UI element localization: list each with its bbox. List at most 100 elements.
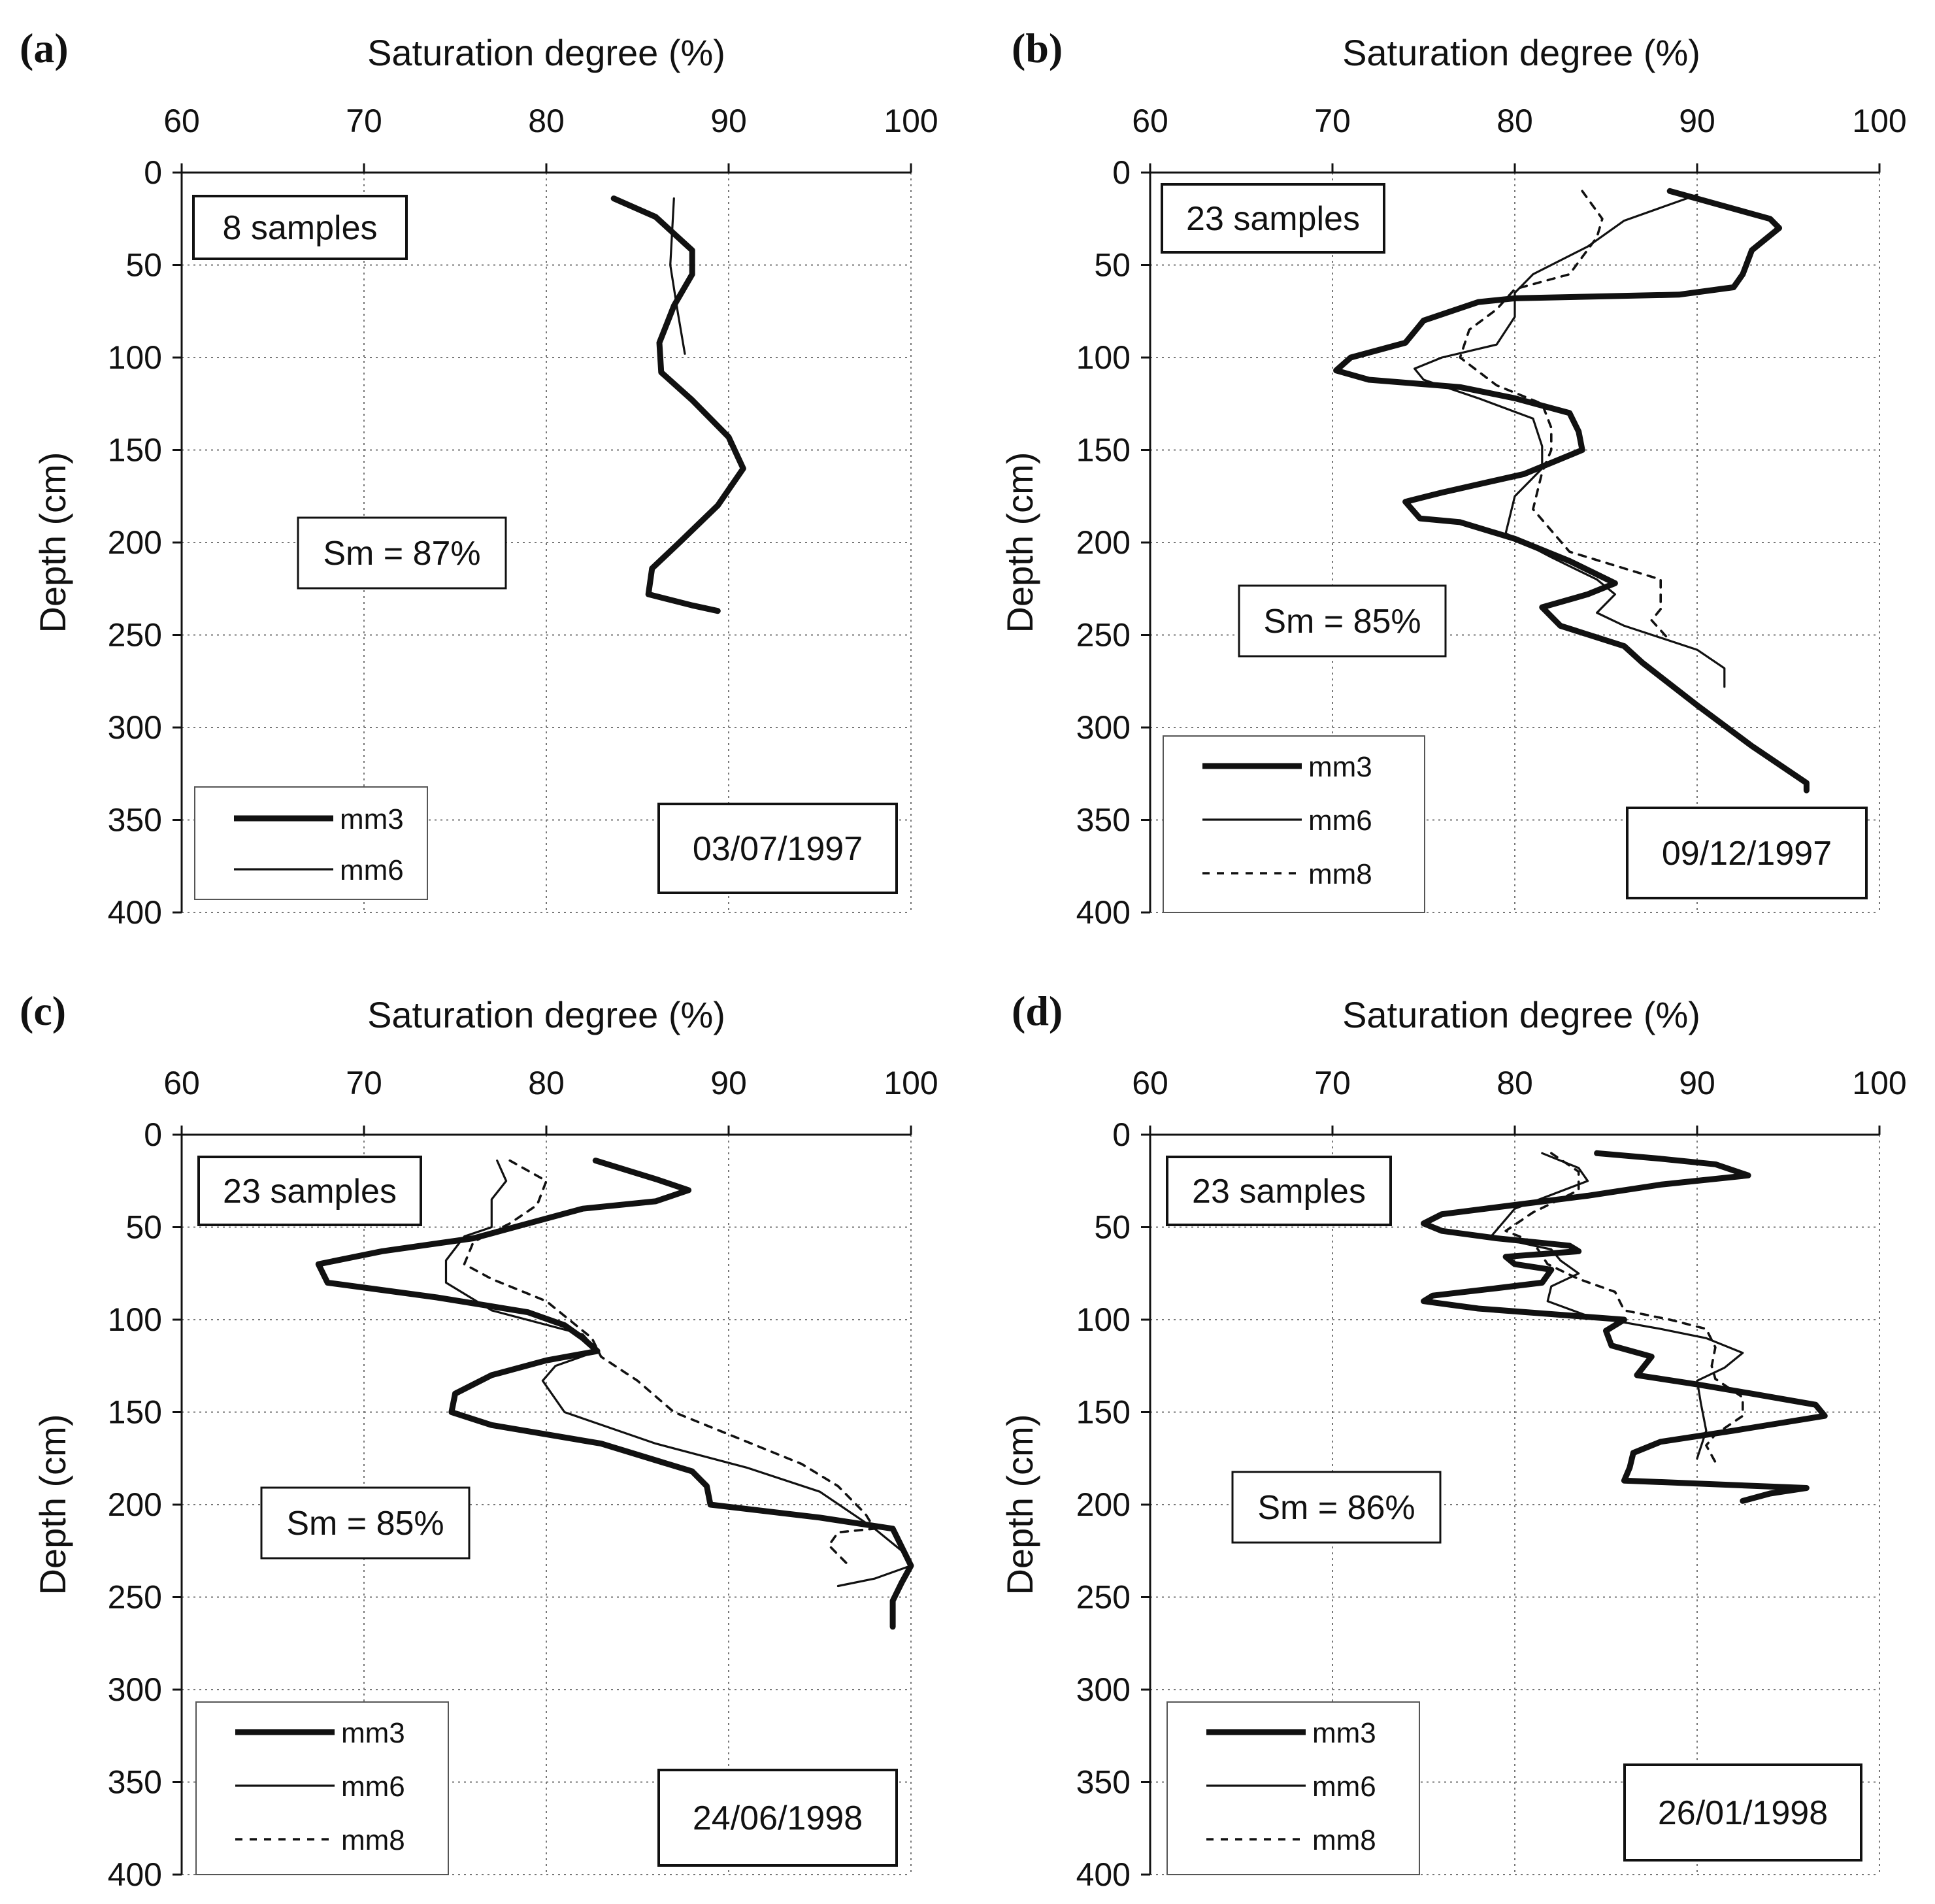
x-tick-label: 60: [1132, 1065, 1168, 1101]
x-tick-label: 90: [710, 103, 747, 139]
y-tick-label: 300: [1076, 1671, 1131, 1708]
date-box-frame: [1626, 807, 1868, 899]
mean-saturation-box: Sm = 86%: [1231, 1471, 1442, 1544]
y-tick-label: 100: [1076, 1301, 1131, 1338]
mean-saturation-box-text: Sm = 86%: [1257, 1489, 1415, 1527]
legend: mm3 mm6: [194, 786, 428, 900]
samples-box-text: 23 samples: [1186, 200, 1360, 238]
y-tick-label: 350: [1076, 802, 1131, 839]
y-tick-label: 150: [108, 1394, 162, 1431]
legend: mm3 mm6 mm8: [195, 1701, 449, 1875]
date-box: 09/12/1997: [1626, 807, 1868, 899]
x-tick-label: 90: [1679, 103, 1715, 139]
series-line-mm3: [610, 195, 746, 614]
samples-box-frame: [1166, 1156, 1392, 1226]
samples-box: 23 samples: [197, 1156, 422, 1226]
legend: mm3 mm6 mm8: [1166, 1701, 1420, 1875]
date-box-text: 09/12/1997: [1662, 835, 1832, 873]
samples-box-frame: [192, 195, 408, 260]
samples-box-frame: [197, 1156, 422, 1226]
legend-label-mm3: mm3: [340, 803, 404, 835]
samples-box-text: 23 samples: [223, 1173, 397, 1211]
date-box-text: 26/01/1998: [1658, 1794, 1828, 1832]
y-tick-label: 100: [108, 1301, 162, 1338]
y-tick-label: 200: [1076, 1486, 1131, 1523]
mean-saturation-box-text: Sm = 85%: [286, 1505, 444, 1543]
y-tick-label: 400: [1076, 1856, 1131, 1893]
x-tick-label: 60: [1132, 103, 1168, 139]
y-tick-label: 300: [108, 709, 162, 746]
y-tick-label: 300: [1076, 709, 1131, 746]
legend-label-mm8: mm8: [1308, 858, 1372, 890]
y-tick-label: 50: [125, 247, 162, 284]
legend-frame: [1163, 735, 1425, 913]
x-axis-title: Saturation degree (%): [367, 994, 725, 1035]
legend-label-mm6: mm6: [1308, 805, 1372, 837]
panel-label: (a): [20, 25, 69, 71]
y-tick-label: 50: [1094, 247, 1131, 284]
legend-label-mm3: mm3: [1312, 1717, 1376, 1749]
y-tick-label: 0: [1112, 1116, 1131, 1153]
x-axis-title: Saturation degree (%): [1342, 994, 1700, 1035]
y-axis-title: Depth (cm): [32, 452, 73, 633]
y-axis-title: Depth (cm): [32, 1414, 73, 1595]
x-tick-label: 100: [884, 1065, 938, 1101]
legend-label-mm3: mm3: [1308, 751, 1372, 783]
series-line-mm8: [463, 1159, 876, 1565]
chart-panel-c: (c) Saturation degree (%) Depth (cm) 60 70 80…: [20, 988, 938, 1893]
mean-saturation-box-text: Sm = 87%: [323, 535, 480, 573]
mean-saturation-box: Sm = 85%: [1238, 584, 1447, 658]
y-tick-label: 50: [125, 1209, 162, 1246]
legend-label-mm6: mm6: [1312, 1771, 1376, 1803]
samples-box-frame: [1161, 183, 1385, 254]
legend-frame: [195, 1701, 449, 1875]
y-tick-label: 100: [108, 339, 162, 376]
y-tick-label: 250: [1076, 1579, 1131, 1616]
y-tick-label: 150: [108, 432, 162, 469]
series-line-mm8: [1459, 190, 1671, 642]
chart-panel-a: (a) Saturation degree (%) Depth (cm) 60 70 80…: [20, 25, 938, 931]
legend-frame: [1166, 1701, 1420, 1875]
x-axis-title: Saturation degree (%): [367, 32, 725, 73]
series-line-mm3: [315, 1158, 914, 1630]
y-tick-label: 350: [1076, 1764, 1131, 1801]
panel-label: (d): [1012, 988, 1063, 1034]
chart-panel-b: (b) Saturation degree (%) Depth (cm) 60 70 80…: [999, 25, 1907, 931]
legend-frame: [194, 786, 428, 900]
x-axis-title: Saturation degree (%): [1342, 32, 1700, 73]
y-tick-label: 150: [1076, 1394, 1131, 1431]
samples-box: 23 samples: [1166, 1156, 1392, 1226]
date-box-text: 03/07/1997: [693, 830, 863, 868]
y-tick-label: 200: [108, 1486, 162, 1523]
y-tick-label: 400: [108, 894, 162, 931]
y-tick-label: 0: [144, 154, 162, 191]
legend-label-mm8: mm8: [341, 1824, 405, 1856]
x-tick-label: 80: [1497, 103, 1533, 139]
y-axis-title: Depth (cm): [999, 1414, 1040, 1595]
x-tick-label: 80: [528, 103, 565, 139]
mean-saturation-box-frame: [1231, 1471, 1442, 1544]
series-line-mm3: [1421, 1150, 1828, 1504]
mean-saturation-box-frame: [297, 516, 507, 590]
legend-label-mm8: mm8: [1312, 1824, 1376, 1856]
y-tick-label: 350: [108, 802, 162, 839]
y-tick-label: 250: [108, 1579, 162, 1616]
x-tick-label: 60: [163, 1065, 200, 1101]
mean-saturation-box: Sm = 85%: [260, 1486, 471, 1560]
y-tick-label: 250: [108, 617, 162, 654]
samples-box-text: 23 samples: [1192, 1173, 1366, 1211]
x-tick-label: 100: [884, 103, 938, 139]
y-tick-label: 100: [1076, 339, 1131, 376]
series-line-mm6: [444, 1160, 912, 1588]
legend-label-mm6: mm6: [340, 854, 404, 886]
mean-saturation-box-frame: [260, 1486, 471, 1560]
mean-saturation-box: Sm = 87%: [297, 516, 507, 590]
date-box-frame: [1623, 1763, 1862, 1862]
date-box-frame: [657, 803, 898, 894]
date-box: 26/01/1998: [1623, 1763, 1862, 1862]
date-box: 24/06/1998: [657, 1769, 898, 1867]
x-tick-label: 80: [1497, 1065, 1533, 1101]
x-tick-label: 100: [1852, 1065, 1906, 1101]
y-tick-label: 400: [1076, 894, 1131, 931]
